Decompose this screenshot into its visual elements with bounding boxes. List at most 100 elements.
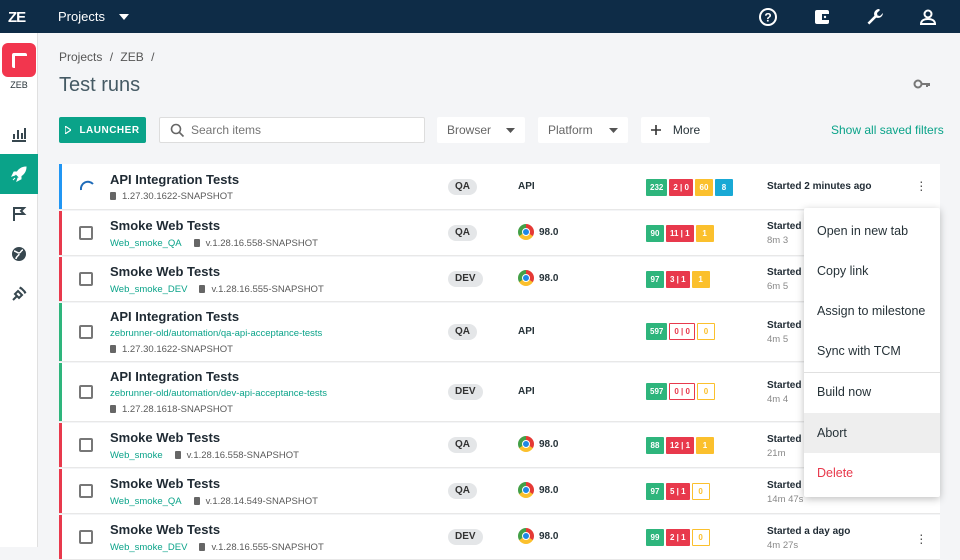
table-row[interactable]: API Integration Tests zebrunner-old/auto… xyxy=(59,303,940,362)
status-bar xyxy=(59,211,62,255)
breadcrumb-zeb[interactable]: ZEB xyxy=(120,50,144,64)
search-box[interactable] xyxy=(159,117,425,143)
status-bar xyxy=(59,164,62,209)
sidebar-item-milestones[interactable] xyxy=(0,194,38,234)
started-time: Started a xyxy=(767,480,810,491)
run-name[interactable]: Smoke Web Tests xyxy=(110,430,221,445)
sidebar-item-integrations[interactable] xyxy=(0,274,38,314)
job-link[interactable]: Web_smoke_QA xyxy=(110,496,182,507)
run-name[interactable]: Smoke Web Tests xyxy=(110,476,221,491)
row-checkbox[interactable] xyxy=(79,226,93,240)
browser-filter-dropdown[interactable]: Browser xyxy=(437,117,525,143)
passed-count[interactable]: 597 xyxy=(646,323,668,340)
job-link[interactable]: Web_smoke_DEV xyxy=(110,542,188,553)
row-checkbox[interactable] xyxy=(79,530,93,544)
wallet-icon[interactable] xyxy=(812,7,832,27)
job-link[interactable]: Web_smoke_DEV xyxy=(110,284,188,295)
started-time: Started a day ago xyxy=(767,526,851,537)
menu-item-copy-link[interactable]: Copy link xyxy=(817,264,869,278)
wrench-icon[interactable] xyxy=(865,7,885,27)
more-filters-button[interactable]: More xyxy=(641,117,710,143)
row-checkbox[interactable] xyxy=(79,438,93,452)
table-row[interactable]: Smoke Web Tests Web_smoke_DEV v.1.28.16.5… xyxy=(59,257,940,302)
zebrunner-logo[interactable]: ZE xyxy=(8,9,26,26)
in-progress-count[interactable]: 8 xyxy=(714,179,733,196)
menu-item-abort[interactable]: Abort xyxy=(804,413,940,453)
help-icon[interactable]: ? xyxy=(758,7,778,27)
run-name[interactable]: API Integration Tests xyxy=(110,309,240,324)
sidebar-item-launchers[interactable] xyxy=(0,234,38,274)
table-row[interactable]: Smoke Web Tests Web_smoke v.1.28.16.558-S… xyxy=(59,423,940,468)
document-icon xyxy=(199,543,206,551)
failed-count[interactable]: 11 | 1 xyxy=(666,225,694,242)
more-actions-icon[interactable]: · · · xyxy=(919,526,924,550)
failed-count[interactable]: 2 | 0 xyxy=(669,179,693,196)
run-name[interactable]: API Integration Tests xyxy=(110,369,240,384)
passed-count[interactable]: 232 xyxy=(646,179,668,196)
failed-count[interactable]: 2 | 1 xyxy=(666,529,690,546)
job-link[interactable]: Web_smoke xyxy=(110,450,163,461)
key-icon[interactable] xyxy=(913,78,931,90)
skipped-count[interactable]: 1 xyxy=(696,437,715,454)
sidebar-item-test-runs[interactable] xyxy=(0,154,38,194)
failed-count[interactable]: 5 | 1 xyxy=(666,483,690,500)
project-label: ZEB xyxy=(10,80,28,90)
run-name[interactable]: Smoke Web Tests xyxy=(110,522,221,537)
show-saved-filters-link[interactable]: Show all saved filters xyxy=(831,123,944,137)
passed-count[interactable]: 97 xyxy=(646,271,664,288)
run-duration: 14m 47s xyxy=(767,494,804,505)
menu-item-assign-to-milestone[interactable]: Assign to milestone xyxy=(817,304,926,318)
job-link[interactable]: zebrunner-old/automation/qa-api-acceptan… xyxy=(110,328,323,339)
skipped-count[interactable]: 60 xyxy=(694,179,713,196)
run-details: zebrunner-old/automation/qa-api-acceptan… xyxy=(110,328,322,339)
table-row[interactable]: API Integration Tests zebrunner-old/auto… xyxy=(59,363,940,422)
row-checkbox[interactable] xyxy=(79,325,93,339)
launcher-button[interactable]: LAUNCHER xyxy=(59,117,146,143)
menu-item-open-in-new-tab[interactable]: Open in new tab xyxy=(817,224,909,238)
table-row[interactable]: Smoke Web Tests Web_smoke_QA v.1.28.16.55… xyxy=(59,211,940,256)
status-bar xyxy=(59,423,62,467)
passed-count[interactable]: 597 xyxy=(646,383,668,400)
user-account-icon[interactable] xyxy=(918,7,938,27)
failed-count[interactable]: 0 | 0 xyxy=(669,383,695,400)
status-bar xyxy=(59,469,62,513)
failed-count[interactable]: 0 | 0 xyxy=(669,323,695,340)
job-link[interactable]: Web_smoke_QA xyxy=(110,238,182,249)
flag-icon xyxy=(13,207,27,221)
run-name[interactable]: Smoke Web Tests xyxy=(110,264,221,279)
search-input[interactable] xyxy=(191,123,411,137)
skipped-count[interactable]: 0 xyxy=(691,483,710,500)
more-actions-icon[interactable]: · · · xyxy=(919,173,924,197)
sidebar-item-dashboards[interactable] xyxy=(0,114,38,154)
failed-count[interactable]: 12 | 1 xyxy=(666,437,695,454)
launcher-label: LAUNCHER xyxy=(79,124,140,136)
passed-count[interactable]: 90 xyxy=(646,225,664,242)
menu-item-delete[interactable]: Delete xyxy=(817,466,854,480)
skipped-count[interactable]: 0 xyxy=(696,383,715,400)
table-row[interactable]: API Integration Tests 1.27.30.1622-SNAPS… xyxy=(59,164,940,210)
breadcrumb-projects[interactable]: Projects xyxy=(59,50,103,64)
run-name[interactable]: Smoke Web Tests xyxy=(110,218,221,233)
projects-dropdown[interactable]: Projects xyxy=(58,9,129,24)
row-checkbox[interactable] xyxy=(79,385,93,399)
menu-item-build-now[interactable]: Build now xyxy=(817,385,872,399)
skipped-count[interactable]: 0 xyxy=(696,323,715,340)
skipped-count[interactable]: 1 xyxy=(691,271,710,288)
skipped-count[interactable]: 0 xyxy=(691,529,710,546)
menu-item-sync-with-tcm[interactable]: Sync with TCM xyxy=(817,344,901,358)
failed-count[interactable]: 3 | 1 xyxy=(666,271,690,288)
row-checkbox[interactable] xyxy=(79,272,93,286)
passed-count[interactable]: 99 xyxy=(646,529,664,546)
row-checkbox[interactable] xyxy=(79,484,93,498)
table-row[interactable]: Smoke Web Tests Web_smoke_QA v.1.28.14.54… xyxy=(59,469,940,514)
passed-count[interactable]: 88 xyxy=(646,437,664,454)
table-row[interactable]: Smoke Web Tests Web_smoke_DEV v.1.28.16.5… xyxy=(59,515,940,560)
skipped-count[interactable]: 1 xyxy=(695,225,714,242)
passed-count[interactable]: 97 xyxy=(646,483,664,500)
run-name[interactable]: API Integration Tests xyxy=(110,172,240,187)
job-link[interactable]: zebrunner-old/automation/dev-api-accepta… xyxy=(110,388,328,399)
platform-filter-dropdown[interactable]: Platform xyxy=(538,117,628,143)
project-logo[interactable] xyxy=(2,43,36,77)
run-statistics: 97 5 | 1 0 xyxy=(646,483,710,500)
environment-badge: QA xyxy=(448,225,477,241)
